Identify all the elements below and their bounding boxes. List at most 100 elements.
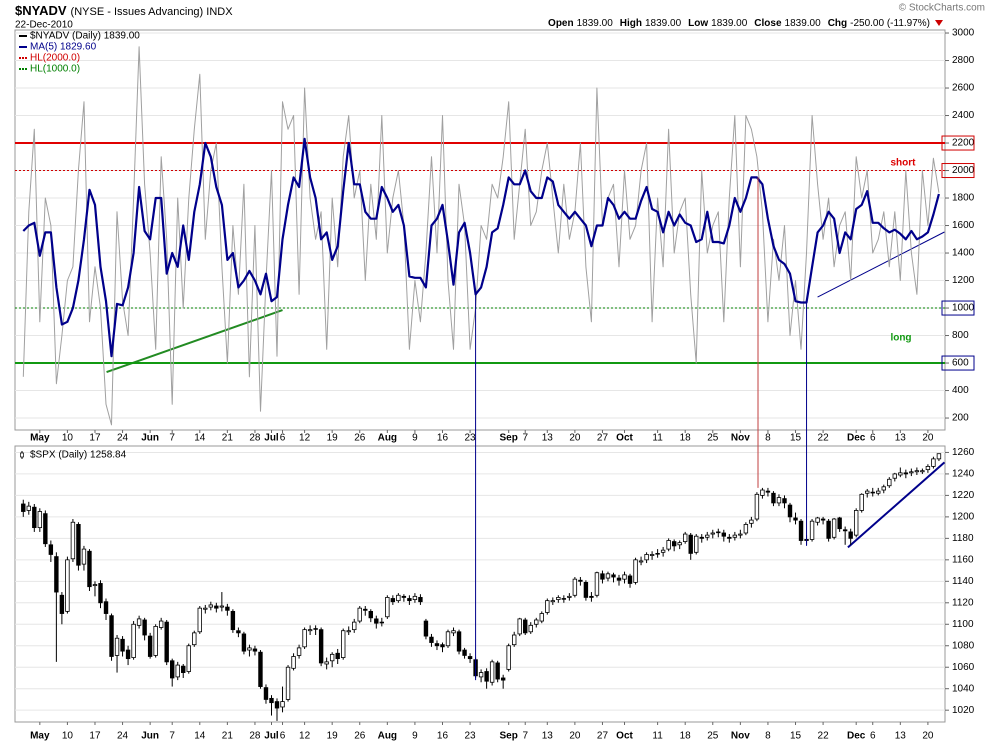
- x-tick-label: 26: [354, 731, 366, 742]
- candle-body: [732, 534, 738, 538]
- y-tick-label: 1220: [952, 490, 975, 501]
- down-arrow: [935, 20, 943, 26]
- candle-body: [147, 635, 153, 657]
- candle-body: [269, 697, 274, 704]
- candle-body: [754, 493, 760, 520]
- candle-body: [451, 630, 456, 634]
- y-tick-label: 1080: [952, 640, 975, 651]
- candle-body: [898, 472, 903, 476]
- x-tick-label: 25: [707, 433, 719, 444]
- candle-body: [920, 470, 925, 473]
- candle-body: [92, 584, 98, 587]
- x-tick-label: 6: [280, 433, 286, 444]
- y-tick-label: 1160: [952, 554, 974, 565]
- candle-body: [203, 607, 208, 610]
- candle-body: [682, 533, 688, 542]
- candle-body: [363, 608, 368, 611]
- candle-body: [798, 520, 804, 541]
- x-tick-label: May: [30, 433, 50, 444]
- x-tick-label: 24: [117, 433, 129, 444]
- candle-body: [125, 649, 131, 660]
- x-tick-label: 27: [597, 433, 609, 444]
- candle-body: [710, 532, 715, 535]
- candle-body: [357, 607, 362, 622]
- candle-body: [694, 535, 699, 553]
- y-tick-label: 1060: [952, 662, 975, 673]
- x-tick-label: 20: [569, 433, 581, 444]
- candle-body: [434, 643, 440, 647]
- candle-body: [390, 598, 396, 603]
- x-tick-label: Oct: [616, 731, 633, 742]
- price-box: [941, 300, 975, 316]
- x-tick-label: Nov: [731, 433, 750, 444]
- candle-body: [219, 605, 225, 608]
- x-tick-label: 6: [280, 731, 286, 742]
- candle-body: [192, 632, 197, 646]
- candle-body: [892, 473, 898, 479]
- candle-body: [688, 534, 693, 554]
- candle-body: [285, 666, 291, 700]
- candle-body: [936, 453, 942, 460]
- candle-body: [760, 489, 765, 496]
- candle-body: [302, 629, 307, 648]
- candle-body: [666, 540, 671, 550]
- candle-body: [291, 656, 296, 669]
- candle-body: [831, 518, 837, 538]
- candle-body: [48, 544, 54, 555]
- date: 22-Dec-2010: [15, 20, 73, 31]
- x-tick-label: Oct: [616, 433, 633, 444]
- x-tick-label: 20: [922, 731, 934, 742]
- series-line: [22, 137, 940, 358]
- candle-body: [671, 541, 677, 547]
- candle-body: [787, 504, 793, 518]
- candle-body: [170, 660, 175, 679]
- x-tick-label: Dec: [847, 731, 866, 742]
- candle-body: [528, 624, 533, 633]
- candle-body: [572, 578, 578, 596]
- candle-body: [418, 597, 423, 603]
- candle-body: [385, 597, 390, 618]
- copyright: © StockCharts.com: [899, 3, 985, 14]
- candle-body: [660, 549, 666, 553]
- candle-body: [853, 510, 859, 536]
- y-tick-label: 2000: [952, 165, 975, 176]
- candle-body: [489, 661, 495, 683]
- y-tick-label: 1600: [952, 220, 975, 231]
- candle-body: [352, 621, 357, 631]
- quote-value: -250.00 (-11.97%): [850, 18, 930, 29]
- y-tick-label: 1000: [952, 303, 975, 314]
- candle-body: [346, 630, 351, 633]
- candle-body: [556, 597, 561, 600]
- candle-body: [32, 506, 37, 529]
- candle-body: [644, 554, 649, 561]
- candle-body: [158, 620, 164, 628]
- panel: [14, 445, 946, 723]
- legend-label: $NYADV (Daily) 1839.00: [30, 31, 140, 42]
- legend-icon: [20, 452, 24, 458]
- x-tick-label: Jul: [264, 731, 279, 742]
- candle-body: [594, 572, 600, 596]
- candle-body: [307, 629, 313, 632]
- candle-body: [605, 573, 611, 579]
- candle-body: [43, 513, 48, 545]
- candle-body: [186, 645, 191, 672]
- candle-body: [258, 651, 263, 687]
- candle-body: [230, 610, 236, 631]
- candle-body: [274, 701, 280, 709]
- x-tick-label: Jun: [141, 731, 159, 742]
- x-tick-label: 11: [652, 433, 663, 444]
- candle-body: [589, 595, 594, 598]
- candle-body: [876, 490, 881, 494]
- candle-body: [197, 607, 202, 633]
- x-tick-label: 28: [249, 731, 261, 742]
- y-tick-label: 2200: [952, 138, 975, 149]
- quote: Open 1839.00 High 1839.00 Low 1839.00 Close 183…: [548, 18, 930, 29]
- candle-body: [842, 529, 848, 532]
- candle-body: [59, 594, 65, 614]
- candle-body: [329, 653, 335, 662]
- y-tick-label: 1180: [952, 533, 974, 544]
- candle-body: [478, 672, 484, 678]
- candle-body: [870, 491, 875, 494]
- x-tick-label: 21: [222, 731, 234, 742]
- y-tick-label: 1260: [952, 447, 975, 458]
